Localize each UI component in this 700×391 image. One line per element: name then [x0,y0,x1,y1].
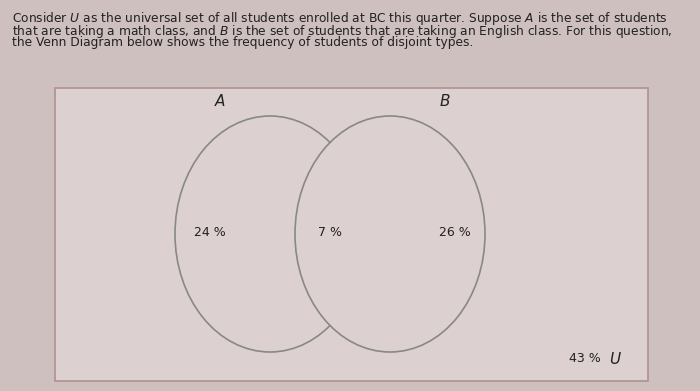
Text: 24 %: 24 % [194,226,226,240]
Text: the Venn Diagram below shows the frequency of students of disjoint types.: the Venn Diagram below shows the frequen… [12,36,473,49]
Text: B: B [440,93,450,108]
Text: that are taking a math class, and $B$ is the set of students that are taking an : that are taking a math class, and $B$ is… [12,23,673,40]
Ellipse shape [295,116,485,352]
Text: 7 %: 7 % [318,226,342,240]
Text: 43 %: 43 % [569,353,601,366]
Text: U: U [610,352,621,366]
Ellipse shape [175,116,365,352]
Text: 26 %: 26 % [439,226,471,240]
Bar [55,88,648,381]
Text: A: A [215,93,225,108]
Text: Consider $U$ as the universal set of all students enrolled at BC this quarter. S: Consider $U$ as the universal set of all… [12,10,668,27]
